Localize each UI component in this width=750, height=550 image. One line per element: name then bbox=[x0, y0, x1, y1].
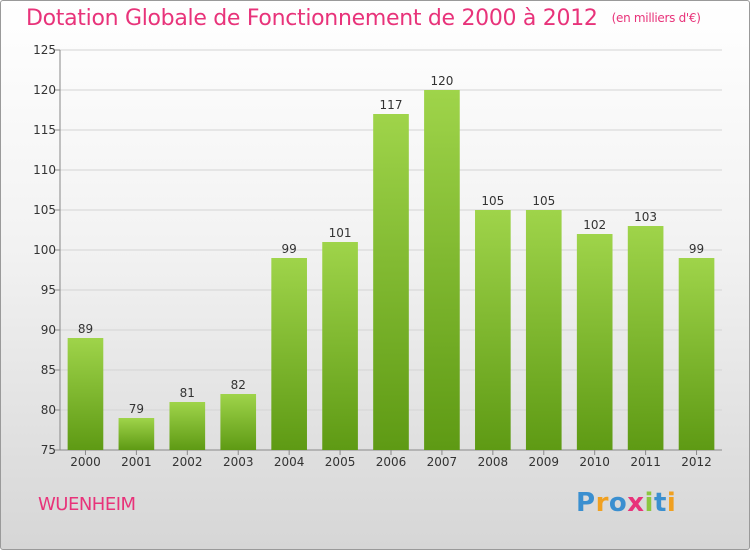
value-label-2011: 103 bbox=[634, 210, 657, 224]
bar-2002 bbox=[169, 402, 206, 450]
y-tick-label: 85 bbox=[41, 363, 56, 377]
bar-2009 bbox=[525, 210, 562, 450]
value-label-2006: 117 bbox=[380, 98, 403, 112]
y-tick-label: 75 bbox=[41, 443, 56, 457]
y-tick-labels: 75 80 85 90 95 100 105 110 115 120 125 bbox=[33, 43, 60, 457]
x-tick-label-2008: 2008 bbox=[478, 455, 509, 469]
y-tick-label: 115 bbox=[33, 123, 56, 137]
commune-name: WUENHEIM bbox=[38, 494, 136, 515]
logo-letter: r bbox=[595, 488, 609, 518]
logo-letter: i bbox=[666, 488, 677, 518]
x-tick-label-2007: 2007 bbox=[427, 455, 458, 469]
y-tick-label: 100 bbox=[33, 243, 56, 257]
bar-2011 bbox=[627, 226, 664, 450]
x-tick-label-2004: 2004 bbox=[274, 455, 305, 469]
bar-2006 bbox=[373, 114, 409, 450]
bar-2004 bbox=[271, 258, 307, 450]
bars bbox=[67, 90, 715, 450]
x-tick-label-2010: 2010 bbox=[579, 455, 610, 469]
logo-letter: x bbox=[627, 488, 645, 518]
x-tick-label-2002: 2002 bbox=[172, 455, 203, 469]
x-tick-label-2003: 2003 bbox=[223, 455, 254, 469]
bar-2008 bbox=[475, 210, 511, 450]
x-tick-label-2005: 2005 bbox=[325, 455, 356, 469]
title-text: Dotation Globale de Fonctionnement de 20… bbox=[26, 6, 598, 31]
value-label-2001: 79 bbox=[129, 402, 144, 416]
value-label-2007: 120 bbox=[430, 74, 453, 88]
y-tick-label: 80 bbox=[41, 403, 56, 417]
logo-letter: t bbox=[653, 488, 667, 518]
bar-2010 bbox=[576, 234, 613, 450]
x-tick-label-2006: 2006 bbox=[376, 455, 407, 469]
proxiti-logo: Proxiti bbox=[576, 488, 676, 518]
logo-letter: i bbox=[644, 488, 654, 518]
bar-2003 bbox=[220, 394, 257, 450]
value-label-2010: 102 bbox=[583, 218, 606, 232]
bar-2012 bbox=[678, 258, 715, 450]
logo-letter: P bbox=[576, 488, 596, 518]
y-tick-label: 105 bbox=[33, 203, 56, 217]
value-label-2003: 82 bbox=[231, 378, 246, 392]
bar-2000 bbox=[67, 338, 104, 450]
chart-title: Dotation Globale de Fonctionnement de 20… bbox=[26, 6, 701, 31]
x-tick-label-2001: 2001 bbox=[121, 455, 152, 469]
bar-2001 bbox=[118, 418, 155, 450]
value-label-2008: 105 bbox=[481, 194, 504, 208]
value-label-2000: 89 bbox=[78, 322, 93, 336]
x-tick-label-2012: 2012 bbox=[681, 455, 712, 469]
x-tick-label-2009: 2009 bbox=[528, 455, 559, 469]
logo-letter: o bbox=[608, 488, 628, 518]
y-tick-label: 95 bbox=[41, 283, 56, 297]
value-label-2004: 99 bbox=[282, 242, 297, 256]
y-tick-label: 90 bbox=[41, 323, 56, 337]
value-label-2012: 99 bbox=[689, 242, 704, 256]
x-tick-labels: 2000 2001 2002 2003 2004 2005 2006 2007 2008 2009… bbox=[70, 450, 712, 469]
value-label-2005: 101 bbox=[329, 226, 352, 240]
unit-label: (en milliers d'€) bbox=[611, 11, 701, 25]
bar-2005 bbox=[322, 242, 358, 450]
value-label-2009: 105 bbox=[532, 194, 555, 208]
y-tick-label: 125 bbox=[33, 43, 56, 57]
value-label-2002: 81 bbox=[180, 386, 195, 400]
y-tick-label: 110 bbox=[33, 163, 56, 177]
x-tick-label-2000: 2000 bbox=[70, 455, 101, 469]
bar-2007 bbox=[424, 90, 460, 450]
x-tick-label-2011: 2011 bbox=[630, 455, 661, 469]
y-tick-label: 120 bbox=[33, 83, 56, 97]
value-labels: 89 79 81 82 99 101 117 120 105 105 102 103 99 bbox=[78, 74, 704, 416]
